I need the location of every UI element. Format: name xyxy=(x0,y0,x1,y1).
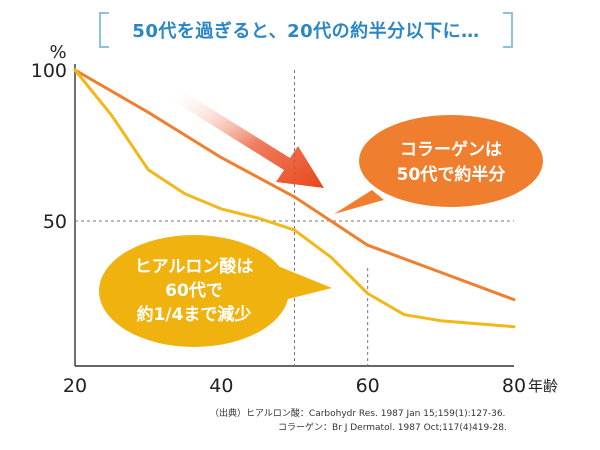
x-tick-label: 40 xyxy=(209,375,233,397)
hyaluronic-bubble xyxy=(99,235,289,347)
x-tick-label: 60 xyxy=(356,375,380,397)
hyaluronic-callout-text: 60代で xyxy=(165,280,223,301)
y-tick-label: 50 xyxy=(43,211,67,233)
hyaluronic-callout-text: 約1/4まで減少 xyxy=(137,304,252,325)
x-tick-label: 80 xyxy=(502,375,526,397)
source-citation-collagen: コラーゲン：Br J Dermatol. 1987 Oct;117(4)419-… xyxy=(278,423,507,433)
collagen-callout-text: コラーゲンは xyxy=(400,139,502,160)
chart-title-box: 50代を過ぎると、20代の約半分以下に… xyxy=(99,12,513,48)
x-axis-label: 年齢 xyxy=(528,377,558,395)
source-citation-hyaluronic: （出典）ヒアルロン酸：Carbohydr Res. 1987 Jan 15;15… xyxy=(210,409,506,419)
title-bracket-left xyxy=(99,12,109,48)
hyaluronic-line xyxy=(73,68,516,329)
x-tick-label: 20 xyxy=(63,375,87,397)
collagen-bubble xyxy=(359,115,543,207)
collagen-line xyxy=(73,68,516,302)
hyaluronic-callout-text: ヒアルロン酸は xyxy=(135,256,254,277)
y-tick-label: 100 xyxy=(31,60,67,82)
collagen-callout-text: 50代で約半分 xyxy=(397,164,506,185)
chart-title: 50代を過ぎると、20代の約半分以下に… xyxy=(132,21,480,42)
decline-arrow xyxy=(172,88,324,188)
title-bracket-right xyxy=(503,12,513,48)
collagen-bubble-tail xyxy=(334,190,384,214)
y-axis-label: % xyxy=(49,42,66,63)
